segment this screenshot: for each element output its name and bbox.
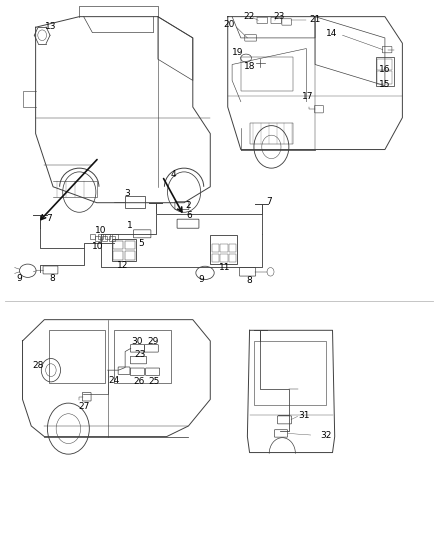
Text: 10: 10 — [95, 227, 106, 236]
Bar — [250, 123, 293, 144]
Text: 12: 12 — [117, 261, 129, 270]
Text: 7: 7 — [46, 214, 52, 223]
Bar — [113, 241, 124, 249]
Text: 28: 28 — [32, 361, 43, 370]
Text: 8: 8 — [49, 273, 55, 282]
Text: 22: 22 — [243, 12, 254, 21]
Bar — [102, 236, 107, 241]
Text: 5: 5 — [138, 239, 144, 248]
Bar — [49, 330, 106, 383]
Text: 21: 21 — [309, 15, 321, 24]
Text: 7: 7 — [266, 197, 272, 206]
Text: 30: 30 — [131, 337, 143, 346]
Bar — [112, 239, 136, 261]
Text: 27: 27 — [79, 402, 90, 411]
Text: 14: 14 — [326, 29, 337, 38]
Bar — [113, 234, 118, 239]
Text: 1: 1 — [127, 221, 132, 230]
Bar — [378, 59, 392, 70]
Text: 15: 15 — [379, 79, 391, 88]
Text: 13: 13 — [45, 22, 57, 31]
Text: 31: 31 — [298, 411, 310, 420]
Bar — [254, 341, 326, 405]
Bar — [105, 234, 110, 239]
Text: 6: 6 — [187, 212, 192, 221]
Bar — [210, 235, 237, 264]
Bar — [95, 236, 100, 241]
Bar — [125, 196, 145, 208]
Text: 10: 10 — [92, 243, 103, 252]
Bar — [229, 244, 236, 252]
Bar — [241, 56, 293, 91]
Text: 16: 16 — [379, 66, 391, 74]
Bar — [125, 251, 135, 260]
Text: 29: 29 — [147, 337, 158, 346]
Bar — [220, 254, 228, 262]
Text: 32: 32 — [320, 431, 332, 440]
Text: 3: 3 — [124, 189, 130, 198]
Text: 11: 11 — [219, 263, 230, 272]
Text: 25: 25 — [148, 377, 160, 386]
Text: 18: 18 — [244, 62, 255, 71]
Bar — [114, 330, 171, 383]
Bar — [212, 244, 219, 252]
Text: 23: 23 — [135, 350, 146, 359]
Bar — [110, 236, 115, 241]
Text: 2: 2 — [186, 201, 191, 210]
Bar — [98, 234, 103, 239]
Bar — [229, 254, 236, 262]
Text: 8: 8 — [247, 276, 252, 285]
Text: 19: 19 — [232, 48, 243, 56]
Text: 17: 17 — [302, 92, 313, 101]
Bar — [378, 71, 392, 84]
Text: 20: 20 — [223, 20, 235, 29]
Bar — [212, 254, 219, 262]
Text: 26: 26 — [134, 377, 145, 386]
Bar — [376, 56, 394, 86]
Bar — [113, 251, 124, 260]
Bar — [90, 234, 95, 239]
Bar — [220, 244, 228, 252]
Text: 9: 9 — [199, 275, 205, 284]
Text: 24: 24 — [109, 376, 120, 385]
Text: 4: 4 — [170, 170, 176, 179]
Bar — [125, 241, 135, 249]
Text: 9: 9 — [16, 273, 22, 282]
Text: 23: 23 — [274, 12, 285, 21]
